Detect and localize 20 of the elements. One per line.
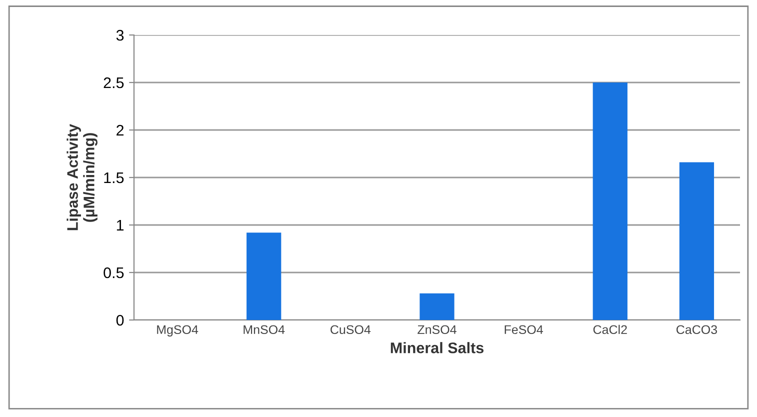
y-tick-label: 0 (116, 314, 124, 326)
bar (246, 232, 282, 320)
x-tick-label: MgSO4 (157, 325, 198, 337)
y-tick-label: 2 (116, 124, 124, 136)
bar (679, 162, 714, 320)
bar (592, 82, 628, 320)
y-tick-label: 2.5 (104, 77, 124, 88)
x-tick-label: MnSO4 (244, 325, 285, 334)
y-tick-label: 1 (116, 220, 124, 231)
y-tick-label: 3 (116, 30, 124, 41)
x-tick-label: ZnSO4 (418, 325, 456, 334)
y-tick-label: 1.5 (104, 172, 124, 184)
x-tick-label: CaCO3 (676, 325, 718, 334)
bar (420, 293, 454, 320)
x-tick-label: FeSO4 (504, 325, 544, 334)
x-tick-label: CuSO4 (330, 325, 371, 334)
x-tick-label: CaCl2 (593, 324, 627, 334)
y-axis-title: Lipase Activity (µM/min/mg) (66, 124, 98, 230)
x-axis-title: Mineral Salts (390, 342, 484, 354)
y-tick-label: 0.5 (104, 267, 124, 278)
